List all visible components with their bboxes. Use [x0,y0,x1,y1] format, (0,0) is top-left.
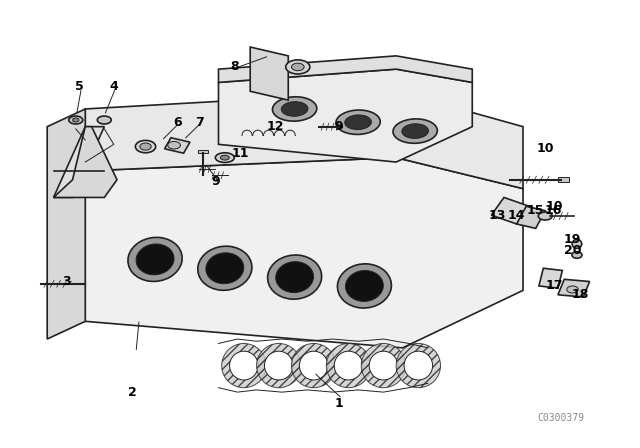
Ellipse shape [282,102,308,116]
Ellipse shape [345,115,371,129]
Ellipse shape [538,212,552,220]
Ellipse shape [402,124,428,138]
Ellipse shape [285,60,310,74]
Ellipse shape [572,252,582,258]
Polygon shape [85,91,523,189]
Ellipse shape [221,344,266,388]
Ellipse shape [198,246,252,290]
Ellipse shape [369,351,397,380]
Ellipse shape [337,264,392,308]
Text: 18: 18 [572,289,589,302]
Text: 11: 11 [232,146,250,159]
Text: 15: 15 [527,204,545,217]
Polygon shape [539,268,563,288]
Text: 1: 1 [335,396,344,409]
Text: 9: 9 [211,176,220,189]
Ellipse shape [273,97,317,121]
Ellipse shape [128,237,182,281]
Ellipse shape [264,351,293,380]
Ellipse shape [215,153,234,163]
Ellipse shape [97,116,111,124]
Text: C0300379: C0300379 [538,413,584,423]
Polygon shape [250,47,288,100]
Polygon shape [558,177,570,182]
Ellipse shape [291,63,304,71]
Ellipse shape [300,351,328,380]
Text: 20: 20 [564,244,581,257]
Text: 6: 6 [173,116,182,129]
Ellipse shape [268,255,322,299]
Text: 2: 2 [129,386,137,399]
Text: 8: 8 [230,60,239,73]
Ellipse shape [361,344,406,388]
Polygon shape [54,127,117,198]
Ellipse shape [206,253,244,284]
Polygon shape [492,198,529,224]
Ellipse shape [572,240,582,248]
Ellipse shape [168,142,180,149]
Ellipse shape [336,110,380,134]
Ellipse shape [257,344,301,388]
Polygon shape [47,109,85,339]
Ellipse shape [140,143,151,150]
Text: 13: 13 [489,209,506,222]
Polygon shape [164,138,190,153]
Ellipse shape [276,262,314,293]
Text: 3: 3 [62,275,70,288]
Polygon shape [198,150,208,153]
Ellipse shape [291,344,336,388]
Ellipse shape [334,351,363,380]
Text: 7: 7 [195,116,204,129]
Polygon shape [516,206,545,228]
Polygon shape [218,56,472,82]
Ellipse shape [72,118,79,122]
Text: 10: 10 [536,142,554,155]
Ellipse shape [220,155,229,160]
Polygon shape [54,127,104,198]
Text: 5: 5 [74,80,83,93]
Text: 16: 16 [545,204,562,217]
Ellipse shape [404,351,433,380]
Polygon shape [558,279,589,297]
Text: 4: 4 [109,80,118,93]
Text: 14: 14 [508,209,525,222]
Ellipse shape [136,140,156,153]
Ellipse shape [326,344,371,388]
Ellipse shape [567,286,578,293]
Text: 9: 9 [335,120,343,133]
Polygon shape [85,158,523,348]
Ellipse shape [393,119,437,143]
Ellipse shape [68,116,83,124]
Text: 19: 19 [564,233,581,246]
Ellipse shape [346,271,383,302]
Polygon shape [218,69,472,162]
Ellipse shape [396,344,440,388]
Text: 17: 17 [546,280,563,293]
Ellipse shape [136,244,174,275]
Ellipse shape [230,351,258,380]
Text: 12: 12 [267,120,284,133]
Text: 10: 10 [546,200,563,213]
